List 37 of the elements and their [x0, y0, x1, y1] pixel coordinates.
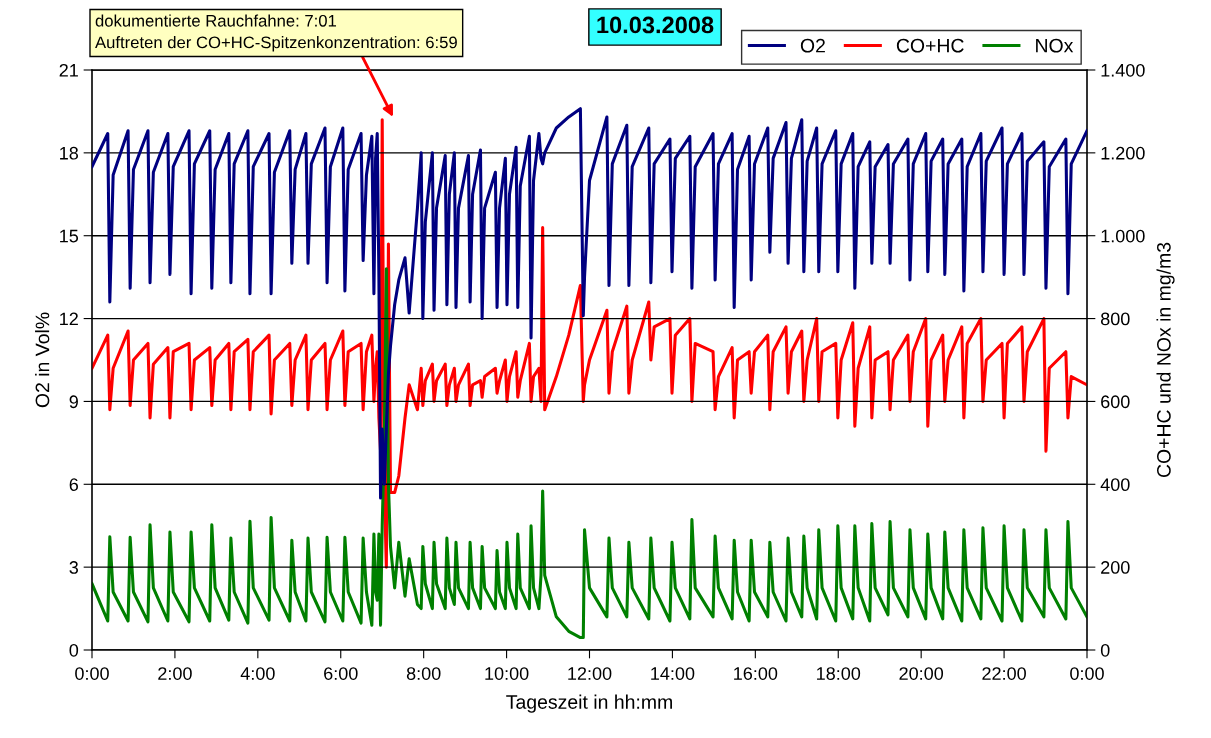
- legend-label: NOx: [1036, 38, 1074, 53]
- x-tick-label: 22:00: [982, 667, 1026, 680]
- text: dokumentierte Rauchfahne: 7:01 Auftreten der CO+HC-Spitzenkonzentration: 6:59: [95, 14, 457, 52]
- x-tick-label: 4:00: [240, 667, 275, 680]
- y2-tick-label: 0: [1100, 643, 1110, 657]
- y2-tick-label: 800: [1100, 312, 1130, 326]
- x-tick-label: 0:00: [1070, 667, 1104, 680]
- y2-tick-label: 1.200: [1101, 146, 1145, 160]
- y-tick-label: 6: [69, 478, 79, 492]
- legend-label: O2: [800, 38, 825, 53]
- x-axis-title: Tageszeit in hh:mm: [506, 694, 672, 713]
- y-axis-title: O2 in Vol%: [35, 312, 50, 408]
- x-tick-label: 8:00: [406, 667, 441, 680]
- x-tick-label: 6:00: [324, 667, 358, 680]
- y2-tick-label: 1.400: [1101, 63, 1145, 77]
- x-tick-label: 18:00: [817, 667, 861, 680]
- y2-tick-label: 600: [1101, 395, 1130, 409]
- y-tick-label: 12: [60, 312, 78, 326]
- x-tick-label: 16:00: [734, 667, 778, 680]
- x-tick-label: 2:00: [158, 667, 192, 680]
- y-tick-label: 15: [60, 229, 79, 243]
- y2-tick-label: 1.000: [1101, 229, 1145, 243]
- x-tick-label: 14:00: [651, 667, 695, 680]
- y-tick-label: 9: [69, 395, 78, 409]
- y-tick-label: 18: [60, 146, 79, 160]
- legend-label: CO+HC: [896, 38, 964, 53]
- y2-tick-label: 400: [1100, 478, 1130, 492]
- y2-tick-label: 200: [1101, 561, 1130, 574]
- y-tick-label: 0: [69, 643, 79, 657]
- x-tick-label: 12:00: [568, 667, 612, 680]
- y2-axis-title: CO+HC und NOx in mg/m3: [1156, 242, 1175, 478]
- y-tick-label: 3: [69, 561, 79, 574]
- chart-title: 10.03.2008: [597, 16, 714, 34]
- x-tick-label: 0:00: [75, 667, 109, 680]
- x-tick-label: 20:00: [899, 667, 944, 680]
- y-tick-label: 21: [59, 63, 78, 77]
- x-tick-label: 10:00: [485, 667, 529, 680]
